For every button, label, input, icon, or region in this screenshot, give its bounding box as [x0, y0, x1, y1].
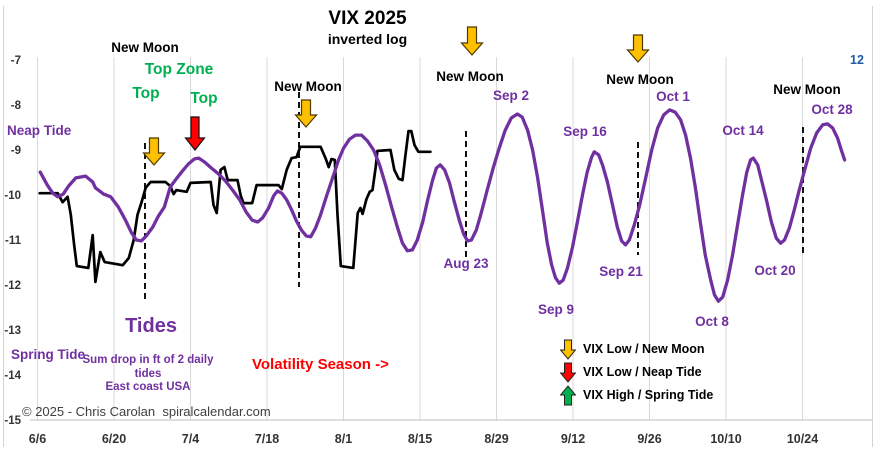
new-moon-label: New Moon — [111, 40, 179, 55]
chart-title: VIX 2025 — [328, 8, 407, 29]
x-tick-label: 9/12 — [561, 432, 585, 446]
tide-date-label: Oct 14 — [722, 123, 764, 138]
tide-date-label: Oct 20 — [754, 263, 796, 278]
title-block: VIX 2025 inverted log — [285, 8, 450, 47]
tide-date-label: Oct 28 — [811, 102, 853, 117]
legend-label: VIX Low / New Moon — [583, 341, 705, 356]
down-arrow-icon — [142, 137, 166, 166]
tide-date-label: Sep 16 — [563, 124, 607, 139]
y-tick-label: -14 — [4, 370, 21, 382]
y-tick-label: -8 — [11, 100, 22, 112]
x-tick-label: 7/18 — [255, 432, 279, 446]
x-tick-label: 10/24 — [787, 432, 818, 446]
tides-desc-line1: Sum drop in ft of 2 daily — [82, 354, 214, 366]
y-tick-label: -10 — [4, 190, 21, 202]
down-arrow-icon — [560, 339, 576, 360]
y-tick-label: -12 — [4, 280, 21, 292]
new-moon-label: New Moon — [436, 69, 504, 84]
tide-date-label: Aug 23 — [443, 256, 489, 271]
x-tick-label: 7/4 — [182, 432, 199, 446]
new-moon-label: New Moon — [606, 72, 674, 87]
down-arrow-shape — [560, 362, 576, 383]
new-moon-label: New Moon — [773, 82, 841, 97]
tide-date-label: Oct 1 — [656, 89, 690, 104]
chart-subtitle: inverted log — [327, 31, 408, 47]
tides-desc-line2: tides — [134, 367, 162, 380]
new-moon-label: New Moon — [274, 79, 342, 94]
tides-description: Sum drop in ft of 2 daily tides East coa… — [72, 354, 224, 395]
tides-desc-line3: East coast USA — [105, 381, 191, 393]
tide-date-label: Oct 8 — [695, 314, 729, 329]
tides-heading: Tides — [125, 315, 177, 337]
volatility-season-note: Volatility Season -> — [252, 356, 389, 373]
legend-label: VIX Low / Neap Tide — [583, 364, 702, 379]
x-tick-label: 8/15 — [408, 432, 432, 446]
y-tick-label: -11 — [5, 235, 22, 247]
tides-line-series — [38, 108, 847, 303]
y-tick-label: -7 — [11, 55, 21, 67]
down-arrow-icon — [294, 99, 318, 128]
x-tick-label: 6/6 — [29, 432, 46, 446]
down-arrow-shape — [560, 339, 576, 360]
top-zone-label: Top Zone — [144, 61, 214, 78]
neap-tide-label: Neap Tide — [7, 123, 72, 138]
legend: VIX Low / New Moon VIX Low / Neap Tide V… — [560, 337, 713, 406]
up-arrow-icon — [560, 384, 576, 405]
up-arrow-shape — [560, 384, 576, 405]
legend-item-new-moon: VIX Low / New Moon — [560, 337, 713, 360]
y-tick-label: -13 — [4, 325, 21, 337]
top-zone-label: Top — [132, 85, 160, 102]
x-tick-label: 8/29 — [484, 432, 508, 446]
down-arrow-icon — [184, 116, 206, 151]
tide-date-label: Sep 9 — [537, 302, 575, 317]
spring-tide-label: Spring Tide — [11, 347, 86, 362]
legend-label: VIX High / Spring Tide — [583, 387, 714, 402]
y-tick-label: -9 — [11, 145, 21, 157]
x-tick-label: 6/20 — [102, 432, 126, 446]
x-tick-label: 8/1 — [335, 432, 352, 446]
legend-item-spring-tide: VIX High / Spring Tide — [560, 383, 713, 406]
x-tick-label: 9/26 — [637, 432, 661, 446]
tide-date-label: Sep 2 — [492, 88, 530, 103]
vix-line-series — [38, 129, 432, 284]
top-zone-label: Top — [190, 90, 218, 107]
copyright-text: © 2025 - Chris Carolan spiralcalendar.co… — [22, 404, 271, 419]
down-arrow-icon — [560, 362, 576, 383]
y-tick-label: -15 — [4, 415, 21, 427]
legend-item-neap-tide: VIX Low / Neap Tide — [560, 360, 713, 383]
tide-date-label: Sep 21 — [599, 264, 643, 279]
x-tick-label: 10/10 — [710, 432, 741, 446]
down-arrow-icon — [626, 34, 650, 63]
down-arrow-icon — [460, 26, 484, 56]
value-label-12: 12 — [850, 53, 864, 67]
